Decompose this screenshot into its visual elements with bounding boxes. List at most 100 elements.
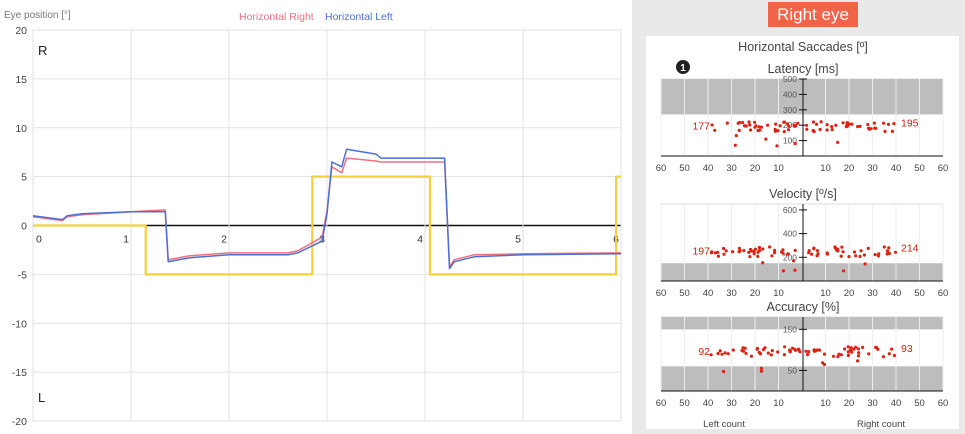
saccade-point bbox=[774, 122, 778, 126]
saccade-point bbox=[822, 352, 827, 356]
saccade-point bbox=[713, 251, 717, 255]
x-tick-label: 30 bbox=[726, 398, 737, 409]
saccade-point bbox=[748, 123, 752, 127]
y-tick-label: -5 bbox=[18, 269, 27, 281]
saccade-point bbox=[738, 249, 742, 253]
y-tick-label: 150 bbox=[783, 324, 797, 334]
saccade-point bbox=[822, 362, 826, 367]
x-tick-label: 60 bbox=[938, 288, 949, 299]
saccade-point bbox=[846, 350, 850, 354]
saccade-point bbox=[831, 354, 836, 358]
saccade-point bbox=[839, 353, 843, 357]
x-tick-label: 30 bbox=[867, 398, 878, 409]
normal-range-band bbox=[661, 263, 943, 281]
saccade-point bbox=[850, 350, 854, 354]
saccade-point bbox=[817, 348, 822, 352]
x-tick-label: 10 bbox=[773, 398, 784, 409]
left-count-label: Left count bbox=[703, 419, 745, 429]
y-tick-label: 10 bbox=[15, 123, 27, 135]
saccade-point bbox=[863, 262, 867, 266]
x-tick-label: 10 bbox=[820, 398, 831, 409]
x-tick-label: 40 bbox=[703, 398, 714, 409]
saccade-point bbox=[776, 350, 780, 354]
x-tick-label: 50 bbox=[679, 288, 690, 299]
saccade-point bbox=[869, 127, 873, 131]
saccade-point bbox=[830, 125, 834, 129]
x-tick-label: 20 bbox=[844, 163, 855, 174]
right-mean-value: 195 bbox=[901, 118, 919, 130]
saccade-point bbox=[858, 254, 862, 258]
eye-position-panel: Eye position [°] Horizontal Right Horizo… bbox=[4, 10, 622, 428]
saccade-point bbox=[737, 246, 741, 250]
right-marker: R bbox=[38, 43, 47, 58]
saccade-point bbox=[845, 124, 850, 128]
saccade-point bbox=[807, 249, 811, 253]
y-tick-label: -20 bbox=[12, 416, 27, 428]
y-tick-label: 20 bbox=[15, 25, 27, 37]
saccade-point bbox=[816, 252, 820, 256]
saccade-point bbox=[830, 128, 834, 132]
x-tick-label: 20 bbox=[750, 398, 761, 409]
right-mean-value: 214 bbox=[901, 243, 919, 255]
svg-text:1: 1 bbox=[680, 63, 686, 74]
saccade-point bbox=[766, 123, 770, 127]
saccade-point bbox=[736, 121, 740, 125]
x-tick-label: 20 bbox=[844, 398, 855, 409]
saccade-point bbox=[858, 124, 862, 128]
left-mean-value: 197 bbox=[692, 246, 710, 258]
info-circle-icon[interactable]: 1 bbox=[676, 60, 690, 74]
normal-range-band bbox=[661, 79, 943, 115]
x-tick-label: 40 bbox=[891, 288, 902, 299]
saccade-point bbox=[753, 120, 757, 124]
legend-horizontal-right: Horizontal Right bbox=[239, 11, 314, 23]
saccade-point bbox=[815, 122, 819, 126]
normal-range-band bbox=[661, 317, 943, 330]
saccades-charts: Horizontal Saccades [º] 1 Latency [ms] 60… bbox=[656, 40, 949, 429]
saccade-point bbox=[716, 351, 720, 356]
saccade-point bbox=[759, 369, 764, 373]
left-mean-value: 177 bbox=[692, 121, 710, 133]
saccades-title: Horizontal Saccades [º] bbox=[738, 40, 868, 54]
saccade-point bbox=[788, 349, 793, 353]
y-tick-label: 400 bbox=[783, 229, 797, 239]
saccade-point bbox=[778, 124, 782, 128]
saccade-point bbox=[840, 245, 844, 249]
saccade-point bbox=[731, 250, 735, 254]
x-tick-label: 10 bbox=[773, 163, 784, 174]
saccade-point bbox=[846, 353, 850, 357]
legend-horizontal-left: Horizontal Left bbox=[325, 11, 393, 23]
x-tick-label: 30 bbox=[867, 163, 878, 174]
saccade-point bbox=[856, 347, 860, 351]
x-tick-label: 5 bbox=[515, 234, 521, 246]
saccade-point bbox=[866, 122, 870, 127]
saccade-point bbox=[747, 120, 751, 124]
y-tick-label: -10 bbox=[12, 318, 27, 330]
saccade-point bbox=[836, 140, 840, 144]
saccade-point bbox=[781, 269, 785, 273]
x-tick-label: 40 bbox=[703, 163, 714, 174]
y-tick-label: -15 bbox=[12, 367, 27, 379]
y-tick-label: 5 bbox=[21, 172, 27, 184]
saccade-point bbox=[782, 353, 786, 357]
saccade-point bbox=[849, 346, 853, 350]
saccade-point bbox=[811, 120, 816, 124]
saccade-point bbox=[737, 128, 741, 132]
saccade-point bbox=[756, 254, 760, 258]
x-tick-label: 60 bbox=[938, 163, 949, 174]
saccade-point bbox=[783, 345, 787, 349]
saccade-point bbox=[713, 128, 717, 132]
eye-position-chart: Eye position [°] Horizontal Right Horizo… bbox=[4, 10, 622, 428]
x-tick-label: 60 bbox=[938, 398, 949, 409]
horizontal-left-trace bbox=[32, 148, 622, 270]
saccade-point bbox=[726, 352, 730, 356]
saccade-point bbox=[773, 129, 778, 133]
saccade-point bbox=[763, 346, 767, 350]
saccade-point bbox=[741, 349, 745, 353]
saccade-point bbox=[796, 121, 800, 125]
saccade-point bbox=[786, 252, 790, 256]
saccade-point bbox=[810, 252, 814, 256]
x-tick-label: 60 bbox=[656, 288, 667, 299]
y-tick-label: 300 bbox=[783, 105, 797, 115]
saccade-point bbox=[776, 129, 780, 133]
saccade-point bbox=[768, 245, 772, 249]
